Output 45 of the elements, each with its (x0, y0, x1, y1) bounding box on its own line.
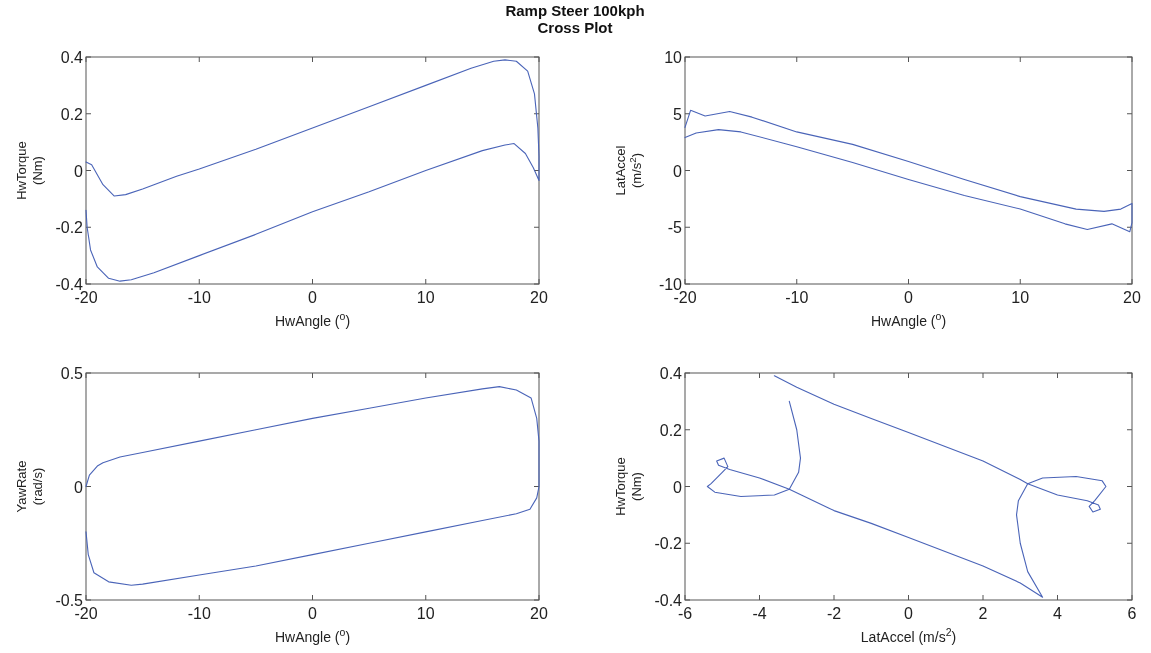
y-tick-label: 0 (74, 478, 84, 496)
x-tick-label: 0 (308, 289, 318, 306)
text: Ramp Steer 100kph (505, 2, 645, 19)
y-axis-title: HwTorque (Nm) (14, 141, 45, 200)
line-series (85, 59, 540, 282)
x-axis-title: HwAngle ($^{o}$) (870, 310, 947, 329)
y-tick-label: 0 (673, 162, 683, 180)
x-tick-label: 20 (1123, 289, 1141, 306)
x-tick-label: 10 (1011, 289, 1030, 306)
text: Cross Plot (537, 19, 613, 36)
x-tick-label: 0 (904, 605, 914, 622)
line-series (85, 386, 540, 586)
x-tick-label: -2 (826, 605, 842, 622)
y-tick-label: 0.2 (60, 105, 84, 123)
y-tick-label: -5 (667, 219, 683, 237)
line-series (706, 375, 1107, 598)
x-tick-label: -10 (785, 289, 809, 306)
x-tick-label: 10 (416, 605, 435, 622)
x-tick-label: 20 (530, 289, 548, 306)
y-tick-label: 0 (673, 478, 683, 496)
x-tick-label: 4 (1053, 605, 1063, 622)
x-tick-label: 10 (416, 289, 435, 306)
x-tick-label: -4 (752, 605, 767, 622)
y-tick-label: 0.2 (659, 421, 683, 439)
y-tick-label: 0.5 (60, 365, 84, 382)
y-tick-label: 0 (74, 162, 84, 180)
x-axis-title: HwAngle ($^{o}$) (274, 310, 351, 329)
x-tick-label: -10 (187, 605, 211, 622)
y-tick-label: 5 (673, 105, 683, 123)
y-tick-label: -0.2 (654, 535, 683, 553)
y-tick-label: 0.4 (659, 365, 683, 382)
x-axis-title: LatAccel (m/s$^{2}$) (860, 626, 957, 645)
x-tick-label: -10 (187, 289, 211, 306)
line-series (684, 109, 1133, 233)
y-axis-title: HwTorque (Nm) (613, 457, 644, 516)
x-tick-label: 0 (904, 289, 914, 306)
x-tick-label: 2 (978, 605, 988, 622)
y-tick-label: 0.4 (60, 49, 84, 66)
y-tick-label: -0.2 (55, 219, 84, 237)
y-tick-label: 10 (664, 49, 683, 66)
x-tick-label: 0 (308, 605, 318, 622)
x-axis-title: HwAngle ($^{o}$) (274, 626, 351, 645)
x-tick-label: 6 (1127, 605, 1137, 622)
y-axis-title: YawRate (rad/s) (14, 460, 45, 513)
x-tick-label: 20 (530, 605, 548, 622)
